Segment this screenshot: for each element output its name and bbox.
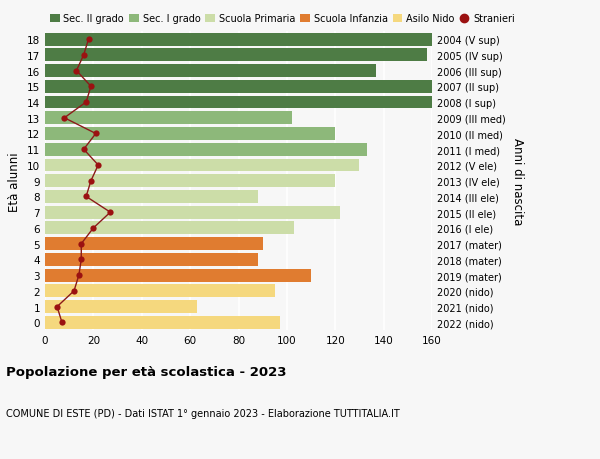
Bar <box>45 238 263 251</box>
Bar <box>45 222 294 235</box>
Bar <box>45 253 258 266</box>
Y-axis label: Età alunni: Età alunni <box>8 151 22 211</box>
Bar <box>45 301 197 313</box>
Y-axis label: Anni di nascita: Anni di nascita <box>511 138 524 225</box>
Bar <box>45 206 340 219</box>
Legend: Sec. II grado, Sec. I grado, Scuola Primaria, Scuola Infanzia, Asilo Nido, Stran: Sec. II grado, Sec. I grado, Scuola Prim… <box>50 14 515 24</box>
Text: Popolazione per età scolastica - 2023: Popolazione per età scolastica - 2023 <box>6 366 287 379</box>
Bar <box>45 96 432 109</box>
Bar <box>45 112 292 125</box>
Bar <box>45 316 280 329</box>
Bar <box>45 144 367 157</box>
Bar <box>45 285 275 297</box>
Bar <box>45 190 258 203</box>
Bar <box>45 65 376 78</box>
Bar <box>45 175 335 188</box>
Bar <box>45 128 335 140</box>
Text: COMUNE DI ESTE (PD) - Dati ISTAT 1° gennaio 2023 - Elaborazione TUTTITALIA.IT: COMUNE DI ESTE (PD) - Dati ISTAT 1° genn… <box>6 408 400 418</box>
Bar <box>45 269 311 282</box>
Bar <box>45 34 432 46</box>
Bar <box>45 49 427 62</box>
Bar <box>45 81 432 94</box>
Bar <box>45 159 359 172</box>
